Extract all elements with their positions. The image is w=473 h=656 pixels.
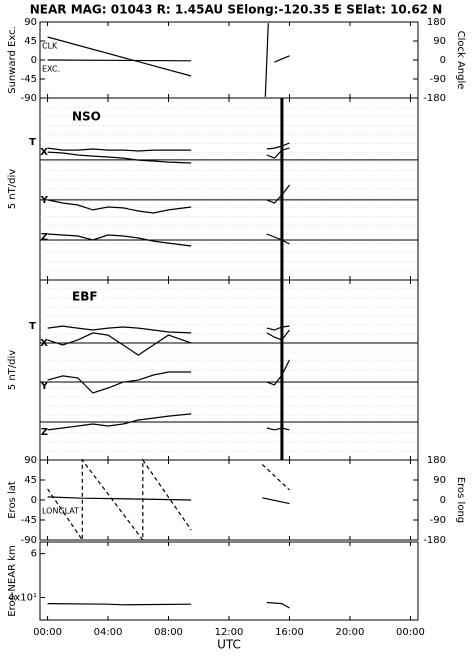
y-tick-label: -45 <box>21 74 37 85</box>
data-line <box>47 184 290 214</box>
x-tick-label: 04:00 <box>94 627 123 638</box>
y-axis-label: Eros lat <box>7 481 18 519</box>
series-label: Z <box>41 232 48 243</box>
series-label: Z <box>41 427 48 438</box>
data-line <box>47 359 291 394</box>
data-line <box>47 496 290 505</box>
y2-axis-label: Clock Angle <box>455 31 466 90</box>
series-label: Y <box>40 381 49 392</box>
data-line <box>47 325 290 334</box>
x-axis-label: UTC <box>217 638 241 652</box>
x-tick-label: 00:00 <box>33 627 62 638</box>
x-tick-label: 08:00 <box>154 627 183 638</box>
y-tick-label: 45 <box>24 36 37 47</box>
y2-tick-label: 0 <box>440 55 446 66</box>
series-label: X <box>40 147 48 158</box>
data-line <box>47 147 290 164</box>
y2-tick-label: 180 <box>427 17 446 28</box>
series-label: CLK <box>42 42 58 51</box>
x-tick-label: 16:00 <box>275 627 304 638</box>
series-label: T <box>29 137 36 148</box>
annotation: LONGLAT <box>42 507 79 516</box>
data-line <box>47 142 290 152</box>
y-tick-label: -90 <box>21 93 37 104</box>
data-line <box>47 458 290 542</box>
x-tick-label: 00:00 <box>396 627 425 638</box>
y-tick-label: 4x10¹ <box>8 593 37 604</box>
y-tick-label: 45 <box>24 475 37 486</box>
y2-tick-label: 90 <box>433 475 446 486</box>
chart-title: NEAR MAG: 01043 R: 1.45AU SElong:-120.35… <box>30 3 443 17</box>
y2-tick-label: -90 <box>430 74 446 85</box>
y-tick-label: -45 <box>21 515 37 526</box>
data-line <box>47 329 290 356</box>
y-axis-label: Sunward Exc. <box>7 26 18 94</box>
series-label: EXC. <box>42 65 60 74</box>
y-tick-label: -90 <box>21 535 37 546</box>
panel-title: EBF <box>72 290 98 304</box>
y2-tick-label: 0 <box>440 495 446 506</box>
data-line <box>47 23 269 97</box>
y-axis-label: Eros-NEAR km <box>7 545 18 616</box>
y-tick-label: 90 <box>24 17 37 28</box>
y2-axis-label: Eros long <box>455 477 466 523</box>
series-label: Y <box>40 195 49 206</box>
data-line <box>47 413 290 431</box>
data-line <box>47 601 290 609</box>
y2-tick-label: -180 <box>423 93 446 104</box>
y2-tick-label: 90 <box>433 36 446 47</box>
y-tick-label: 0 <box>31 55 37 66</box>
data-line <box>47 55 290 63</box>
y-tick-label: 90 <box>24 455 37 466</box>
y2-tick-label: -90 <box>430 515 446 526</box>
x-tick-label: 12:00 <box>215 627 244 638</box>
x-tick-label: 20:00 <box>336 627 365 638</box>
series-label: T <box>29 321 36 332</box>
data-line <box>47 233 290 247</box>
y-axis-label: 5 nT/div <box>7 169 18 209</box>
series-label: X <box>40 338 48 349</box>
y2-tick-label: -180 <box>423 535 446 546</box>
y-tick-label: 0 <box>31 495 37 506</box>
y-axis-label: 5 nT/div <box>7 350 18 390</box>
y2-tick-label: 180 <box>427 455 446 466</box>
panel-title: NSO <box>72 110 101 124</box>
y-tick-label: 6 <box>31 549 37 560</box>
